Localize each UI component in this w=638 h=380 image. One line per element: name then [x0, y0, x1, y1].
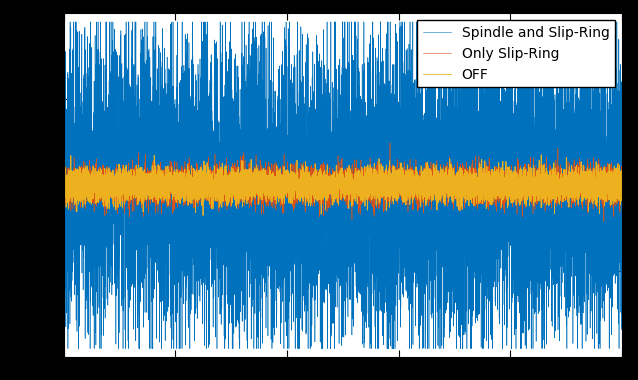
Spindle and Slip-Ring: [333, 242, 341, 247]
Spindle and Slip-Ring: [93, 128, 101, 133]
Only Slip-Ring: [333, 171, 341, 175]
Spindle and Slip-Ring: [83, 71, 91, 76]
OFF: [83, 190, 91, 195]
Only Slip-Ring: [386, 141, 394, 145]
Spindle and Slip-Ring: [589, 69, 597, 74]
Only Slip-Ring: [170, 183, 177, 187]
OFF: [170, 184, 177, 189]
Only Slip-Ring: [60, 189, 68, 194]
Only Slip-Ring: [83, 183, 91, 187]
OFF: [589, 177, 597, 182]
OFF: [537, 152, 545, 157]
OFF: [618, 185, 626, 189]
Only Slip-Ring: [589, 193, 597, 197]
OFF: [199, 213, 207, 218]
Only Slip-Ring: [63, 182, 70, 187]
Spindle and Slip-Ring: [64, 346, 71, 351]
OFF: [333, 192, 341, 196]
Spindle and Slip-Ring: [63, 235, 70, 239]
Line: OFF: OFF: [64, 155, 622, 215]
OFF: [60, 180, 68, 185]
Spindle and Slip-Ring: [66, 20, 74, 24]
Spindle and Slip-Ring: [618, 136, 626, 141]
Spindle and Slip-Ring: [170, 145, 177, 150]
Line: Only Slip-Ring: Only Slip-Ring: [64, 143, 622, 222]
Spindle and Slip-Ring: [60, 147, 68, 152]
Line: Spindle and Slip-Ring: Spindle and Slip-Ring: [64, 22, 622, 348]
Only Slip-Ring: [600, 219, 607, 224]
OFF: [63, 175, 70, 180]
Only Slip-Ring: [93, 180, 101, 185]
OFF: [93, 185, 101, 189]
Only Slip-Ring: [618, 198, 626, 203]
Legend: Spindle and Slip-Ring, Only Slip-Ring, OFF: Spindle and Slip-Ring, Only Slip-Ring, O…: [417, 20, 615, 87]
